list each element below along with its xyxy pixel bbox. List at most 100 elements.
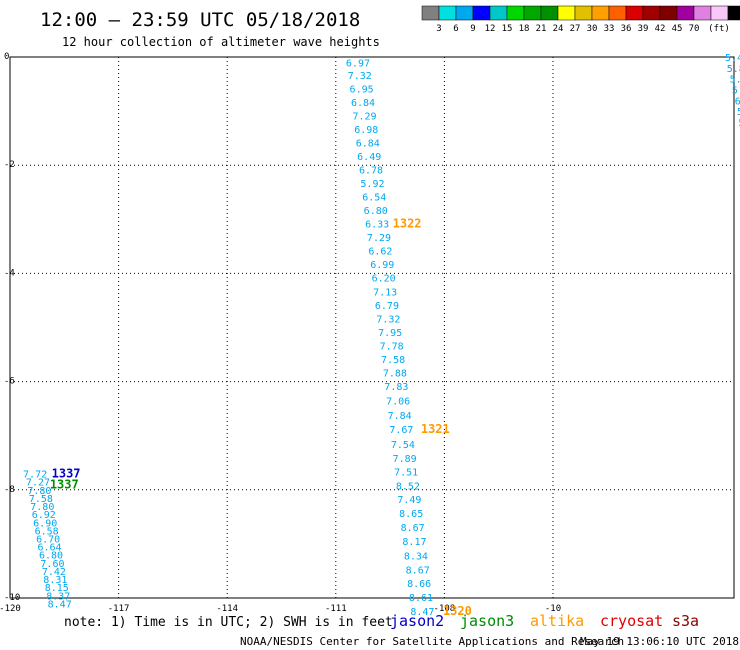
- pass-label: 1337: [52, 467, 81, 481]
- colorbar-label: 42: [655, 24, 666, 34]
- data-point-value: 6.20: [372, 274, 396, 285]
- data-point-value: 7.49: [397, 495, 421, 506]
- colorbar-swatch: [676, 5, 695, 21]
- data-point-value: 8.34: [404, 551, 428, 562]
- colorbar-swatch: [489, 5, 508, 21]
- colorbar-label: 45: [672, 24, 683, 34]
- data-point-value: 7.88: [383, 368, 407, 379]
- data-point-value: 6.84: [351, 98, 375, 109]
- colorbar-label: 27: [570, 24, 581, 34]
- legend-altika: altika: [530, 612, 584, 630]
- data-point-value: 8.67: [406, 565, 430, 576]
- data-point-value: 7.72: [23, 470, 47, 481]
- data-point-value: 8.37: [46, 591, 70, 602]
- axis-tick-labels: 0-2-4-6-8-10-120 -117 -114 -111 -108 -10: [0, 52, 561, 614]
- data-point-value: 7.29: [352, 111, 376, 122]
- colorbar-swatch: [625, 5, 644, 21]
- data-point-value: 7.95: [378, 328, 402, 339]
- colorbar-label: 33: [604, 24, 615, 34]
- data-point-value: 7.80: [27, 486, 51, 497]
- data-point-value: 7.89: [393, 454, 417, 465]
- y-tick-label: -10: [4, 593, 20, 603]
- data-point-value: 6.95: [350, 84, 374, 95]
- color-bar: 3 6 9 12 15 18 21 24 27 30 33 36 39 42 45 70 (ft): [421, 5, 740, 34]
- colorbar-swatch: [557, 5, 576, 21]
- data-point-value: 7.51: [394, 467, 418, 478]
- legend-cryosat: cryosat: [600, 612, 663, 630]
- colorbar-swatch: [438, 5, 457, 21]
- x-tick-label: -108: [434, 604, 456, 614]
- plot-border: [9, 56, 735, 599]
- colorbar-swatch: [540, 5, 559, 21]
- legend-jason3: jason3: [460, 612, 514, 630]
- pass-label: 1322: [393, 217, 422, 231]
- footer-note: note: 1) Time is in UTC; 2) SWH is in fe…: [64, 615, 393, 630]
- data-point-value: 6.62: [368, 247, 392, 258]
- satellite-legend: jason2 jason3 altika cryosat s3a: [390, 612, 699, 630]
- data-point-value: 7.84: [388, 411, 412, 422]
- data-point-value: 7.29: [367, 233, 391, 244]
- pass-label: 1320: [443, 604, 472, 618]
- x-tick-label: -114: [216, 604, 238, 614]
- data-point-value: 6.33: [365, 220, 389, 231]
- data-point-value: 8.67: [401, 523, 425, 534]
- data-point-value: 7.78: [380, 341, 404, 352]
- colorbar-label: 70: [689, 24, 700, 34]
- pass-label: 1321: [421, 422, 450, 436]
- colorbar-swatch: [591, 5, 610, 21]
- data-point-value: 5.46: [725, 53, 740, 64]
- data-point-value: 8.17: [402, 537, 426, 548]
- colorbar-label: 24: [553, 24, 564, 34]
- data-point-value: 6.79: [375, 301, 399, 312]
- data-point-value: 8.61: [409, 593, 433, 604]
- chart-subtitle: 12 hour collection of altimeter wave hei…: [62, 35, 380, 49]
- data-point-value: 7.67: [389, 425, 413, 436]
- data-point-value: 6.98: [354, 125, 378, 136]
- data-point-value: 7.58: [381, 355, 405, 366]
- data-point-value: 6.58: [35, 526, 59, 537]
- colorbar-swatch: [693, 5, 712, 21]
- x-tick-label: -10: [545, 604, 561, 614]
- data-point-value: 8.47: [410, 607, 434, 618]
- data-point-value: 6.6: [735, 96, 740, 107]
- x-tick-label: -117: [108, 604, 130, 614]
- data-point-value: 7.27: [26, 478, 50, 489]
- colorbar-label: 15: [502, 24, 513, 34]
- plot-frame: [9, 56, 735, 599]
- colorbar-swatch: [574, 5, 593, 21]
- colorbar-swatch: [523, 5, 542, 21]
- grid-lines: [10, 57, 734, 598]
- data-point-value: 6.54: [362, 193, 386, 204]
- data-point-value: 7.42: [42, 567, 66, 578]
- data-point-value: 6.80: [364, 206, 388, 217]
- data-point-value: 7.58: [29, 494, 53, 505]
- data-point-value: 7.83: [384, 382, 408, 393]
- data-point-value: 5: [738, 118, 740, 129]
- data-point-value: 6.97: [346, 58, 370, 69]
- data-point-value: 7.13: [373, 287, 397, 298]
- colorbar-label: 3: [436, 24, 441, 34]
- y-tick-label: -4: [4, 268, 15, 278]
- colorbar-label: 36: [621, 24, 632, 34]
- data-point-value: 8.65: [399, 509, 423, 520]
- data-point-value: 6.84: [356, 138, 380, 149]
- data-point-value: 7.32: [348, 71, 372, 82]
- colorbar-swatch: [421, 5, 440, 21]
- data-point-value: 6.64: [38, 543, 62, 554]
- data-point-value: 8.47: [48, 599, 72, 610]
- colorbar-label: 18: [519, 24, 530, 34]
- x-tick-label: -111: [325, 604, 347, 614]
- colorbar-swatch: [710, 5, 729, 21]
- colorbar-unit: (ft): [708, 24, 730, 34]
- data-point-value: 8.66: [407, 579, 431, 590]
- colorbar-swatch: [506, 5, 525, 21]
- data-point-value: 5: [737, 107, 740, 118]
- colorbar-label: 30: [587, 24, 598, 34]
- data-point-value: 8.31: [43, 575, 67, 586]
- colorbar-swatch: [455, 5, 474, 21]
- data-point-value: 6.78: [359, 166, 383, 177]
- y-tick-label: -6: [4, 377, 15, 387]
- data-points: 6.97 7.32 6.95 6.84 7.29 6.98 6.84 6.49 6.78 5.92…: [23, 53, 740, 618]
- colorbar-swatch: [659, 5, 678, 21]
